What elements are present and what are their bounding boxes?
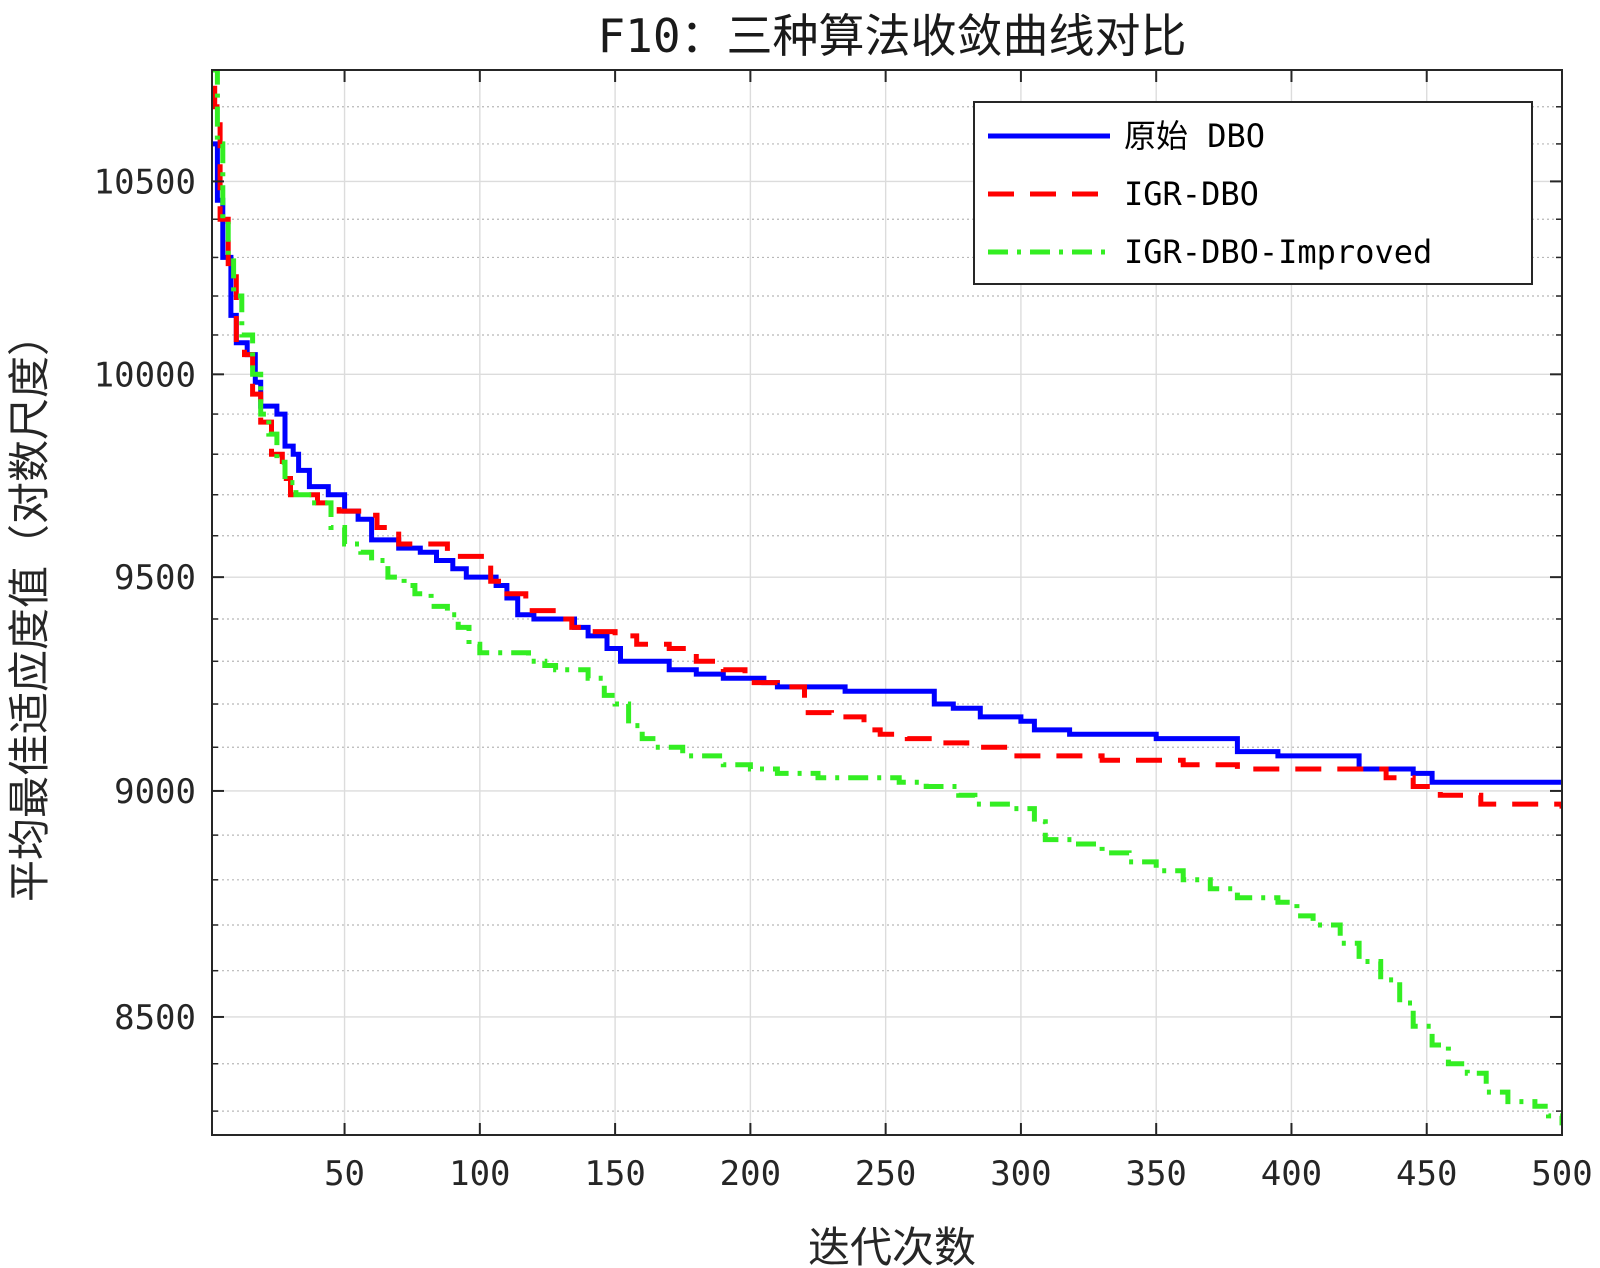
y-tick-label: 10000 (94, 355, 196, 395)
x-tick-label: 350 (1125, 1154, 1186, 1194)
series-line-2 (212, 85, 1562, 809)
plot-layer: 50 100 150 200 250 300 350 400 450 500 8500 9000 950… (94, 69, 1593, 1194)
x-tick-label: 200 (720, 1154, 781, 1194)
x-tick-label: 50 (324, 1154, 365, 1194)
x-tick-label: 450 (1396, 1154, 1457, 1194)
axes-box (211, 69, 1563, 1136)
x-tick-label: 250 (855, 1154, 916, 1194)
x-axis-label: 迭代次数 (808, 1223, 976, 1268)
series-line-1 (212, 141, 1562, 785)
series-group (212, 70, 1562, 1126)
grid-lines (212, 69, 1563, 1135)
x-tick-label: 100 (449, 1154, 510, 1194)
legend-label-1: 原始 DBO (1124, 117, 1265, 155)
x-tick-label: 300 (990, 1154, 1051, 1194)
x-tick-label: 400 (1261, 1154, 1322, 1194)
y-tick-label: 9000 (114, 772, 196, 812)
legend: 原始 DBO IGR-DBO IGR-DBO-Improved (973, 101, 1533, 285)
x-tick-label: 150 (584, 1154, 645, 1194)
y-tick-label: 9500 (114, 558, 196, 598)
y-tick-label: 8500 (114, 998, 196, 1038)
x-tick-label: 500 (1531, 1154, 1592, 1194)
chart-title: F10：三种算法收敛曲线对比 (597, 9, 1186, 63)
legend-box (973, 101, 1533, 285)
legend-label-3: IGR-DBO-Improved (1124, 233, 1432, 271)
tick-group: 50 100 150 200 250 300 350 400 450 500 8500 9000 950… (94, 70, 1593, 1194)
legend-label-2: IGR-DBO (1124, 175, 1259, 213)
series-line-3 (212, 70, 1562, 1126)
y-tick-label: 10500 (94, 162, 196, 202)
y-axis-label: 平均最佳适应度值（对数尺度） (5, 314, 54, 902)
